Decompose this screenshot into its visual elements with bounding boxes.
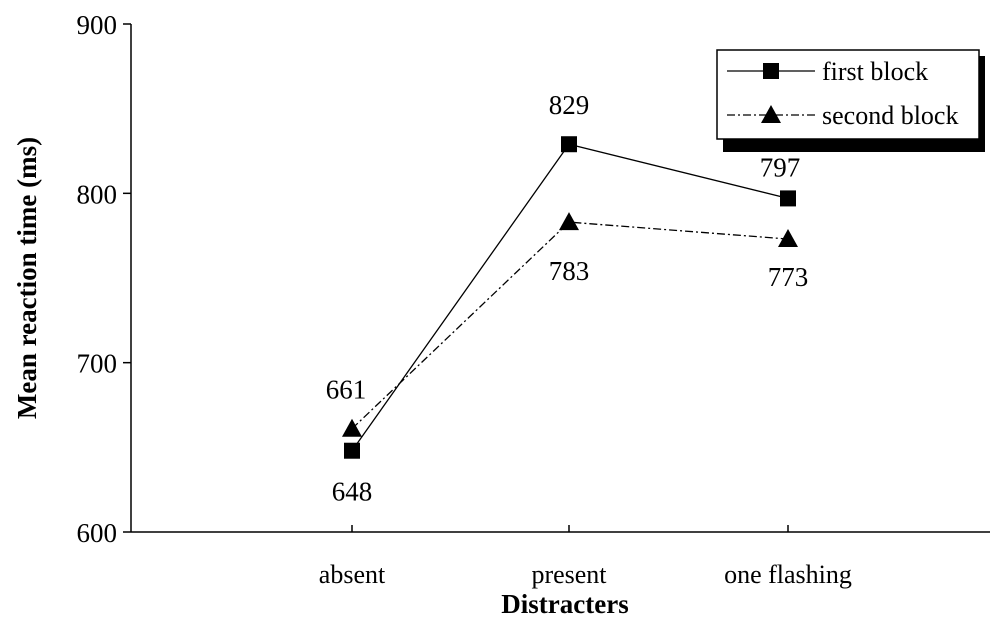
data-label: 783 <box>549 256 590 286</box>
legend-square-marker <box>763 63 779 79</box>
square-marker <box>561 136 577 153</box>
legend: first block second block <box>716 49 985 152</box>
square-marker <box>780 190 796 207</box>
data-label: 829 <box>549 90 590 120</box>
data-label-group: 648 829 797 661 783 773 <box>326 90 809 506</box>
series-line-1 <box>351 143 789 452</box>
x-tick-label: absent <box>319 560 386 589</box>
x-tick-group: absent present one flashing <box>319 525 852 589</box>
data-label: 661 <box>326 375 367 405</box>
plot-area <box>130 24 990 533</box>
data-label: 797 <box>760 152 801 182</box>
square-marker <box>344 442 360 459</box>
legend-label: second block <box>822 101 958 130</box>
y-tick-group: 600 700 800 900 <box>77 10 131 548</box>
legend-triangle-marker <box>761 105 781 123</box>
triangle-marker <box>559 212 579 231</box>
triangle-marker <box>778 229 798 248</box>
data-label: 648 <box>332 477 373 507</box>
y-tick-label: 700 <box>77 349 118 379</box>
legend-box <box>716 49 980 140</box>
y-axis-title: Mean reaction time (ms) <box>12 137 42 419</box>
y-tick-label: 800 <box>77 179 118 209</box>
series-group <box>342 136 798 459</box>
x-axis-title: Distracters <box>501 589 628 619</box>
x-tick-label: present <box>531 560 607 589</box>
y-tick-label: 600 <box>77 518 118 548</box>
x-tick-label: one flashing <box>724 560 852 589</box>
y-tick-label: 900 <box>77 10 118 40</box>
data-label: 773 <box>768 262 809 292</box>
triangle-marker <box>342 418 362 437</box>
series-line-2 <box>351 221 789 430</box>
legend-label: first block <box>822 57 928 86</box>
